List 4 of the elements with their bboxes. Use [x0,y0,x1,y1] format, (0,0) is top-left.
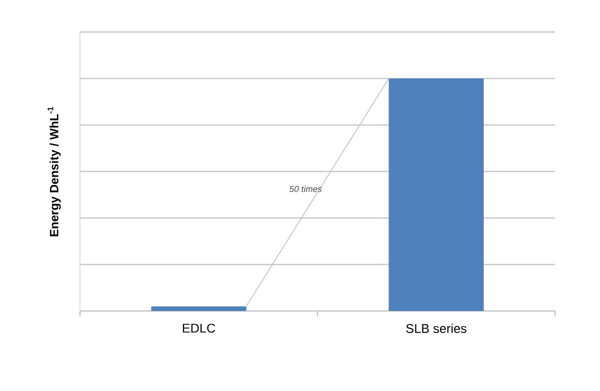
x-tick-label: SLB series [406,324,466,333]
x-tick-label: EDLC [182,324,216,333]
y-axis-title: Energy Density / WhL$^{-1}$ [48,106,61,236]
annotation: 50 times [289,186,322,192]
